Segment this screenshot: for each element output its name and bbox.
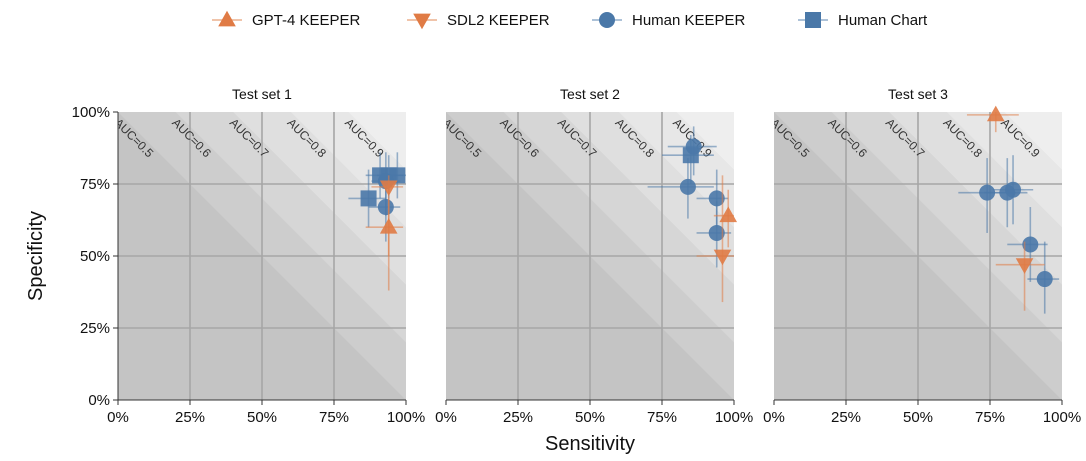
- x-tick-label: 0%: [763, 409, 785, 426]
- data-point: [986, 105, 1005, 122]
- y-tick-label: 0%: [88, 392, 110, 409]
- data-points: [958, 105, 1060, 314]
- x-tick-label: 75%: [319, 409, 349, 426]
- gridlines: [446, 112, 734, 400]
- data-points: [647, 126, 738, 303]
- panel-title: Test set 2: [560, 86, 620, 102]
- auc-band: [1004, 112, 1062, 170]
- legend-item: Human KEEPER: [592, 12, 746, 29]
- data-point: [1005, 181, 1022, 198]
- series-sdl2-keeper: [696, 175, 734, 303]
- x-tick-label: 50%: [903, 409, 933, 426]
- x-tick-label: 25%: [831, 409, 861, 426]
- series-human-keeper: [958, 155, 1060, 314]
- legend-item: GPT-4 KEEPER: [212, 10, 361, 29]
- panels: AUC=0.5 AUC=0.6 AUC=0.7 AUC=0.8 AUC=0.9Test …: [72, 86, 1082, 426]
- x-tick-label: 100%: [1043, 409, 1081, 426]
- x-tick-label: 75%: [647, 409, 677, 426]
- legend: GPT-4 KEEPER SDL2 KEEPER Human KEEPER Human…: [212, 10, 928, 30]
- auc-band: [348, 112, 406, 170]
- panel-2: AUC=0.5 AUC=0.6 AUC=0.7 AUC=0.8 AUC=0.9Test …: [435, 86, 753, 426]
- panel-3: AUC=0.5 AUC=0.6 AUC=0.7 AUC=0.8 AUC=0.9Test …: [763, 86, 1081, 426]
- data-point: [1036, 271, 1053, 288]
- data-point: [1015, 258, 1034, 274]
- panel-title: Test set 3: [888, 86, 948, 102]
- legend-marker: [599, 12, 615, 28]
- data-point: [679, 178, 696, 195]
- data-points: [348, 152, 406, 291]
- legend-label: Human Chart: [838, 12, 928, 29]
- panel-title: Test set 1: [232, 86, 292, 102]
- y-tick-label: 100%: [72, 104, 110, 121]
- data-point: [379, 180, 398, 197]
- auc-band: [676, 112, 734, 170]
- data-point: [685, 138, 702, 155]
- x-tick-label: 0%: [435, 409, 457, 426]
- x-tick-label: 100%: [387, 409, 425, 426]
- y-axis-label: Specificity: [25, 211, 47, 301]
- legend-label: GPT-4 KEEPER: [252, 12, 361, 29]
- data-point: [1022, 236, 1039, 253]
- series-gpt-4-keeper: [966, 105, 1019, 133]
- legend-marker: [805, 12, 821, 28]
- gridlines: [118, 112, 406, 400]
- x-tick-label: 25%: [503, 409, 533, 426]
- series-sdl2-keeper: [995, 241, 1045, 311]
- panel-1: AUC=0.5 AUC=0.6 AUC=0.7 AUC=0.8 AUC=0.9Test …: [72, 86, 426, 426]
- legend-marker: [413, 13, 431, 30]
- legend-marker: [218, 10, 236, 27]
- legend-label: Human KEEPER: [632, 12, 746, 29]
- data-point: [708, 224, 725, 241]
- series-human-keeper: [647, 126, 732, 268]
- legend-label: SDL2 KEEPER: [447, 12, 550, 29]
- legend-item: SDL2 KEEPER: [407, 12, 550, 30]
- x-tick-label: 75%: [975, 409, 1005, 426]
- data-point: [713, 249, 732, 266]
- y-tick-label: 75%: [80, 176, 110, 193]
- x-tick-label: 50%: [575, 409, 605, 426]
- x-tick-label: 50%: [247, 409, 277, 426]
- data-point: [719, 206, 738, 223]
- series-gpt-4-keeper: [713, 189, 738, 248]
- x-tick-label: 25%: [175, 409, 205, 426]
- data-point: [360, 190, 377, 207]
- auc-band: [946, 112, 1062, 228]
- legend-item: Human Chart: [798, 12, 928, 29]
- y-tick-label: 50%: [80, 248, 110, 265]
- x-axis-label: Sensitivity: [545, 433, 635, 455]
- series-sdl2-keeper: [371, 175, 404, 291]
- x-tick-label: 100%: [715, 409, 753, 426]
- x-tick-label: 0%: [107, 409, 129, 426]
- data-point: [708, 190, 725, 207]
- gridlines: [774, 112, 1062, 400]
- y-tick-label: 25%: [80, 320, 110, 337]
